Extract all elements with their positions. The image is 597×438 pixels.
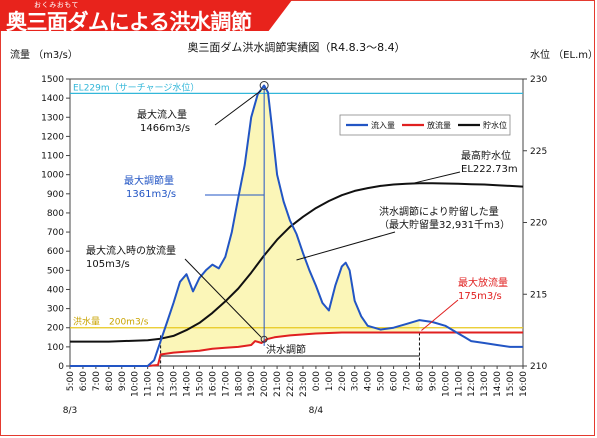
x-tick-label: 8:00: [105, 371, 115, 391]
y-left-tick-label: 100: [47, 343, 64, 353]
surcharge-label: EL229m（サーチャージ水位）: [73, 81, 199, 93]
storage-leader: [296, 231, 396, 261]
banner-ruby: おくみおもて: [34, 1, 79, 9]
x-tick-label: 10:00: [131, 371, 141, 397]
x-tick-label: 3:00: [351, 371, 361, 391]
inflow-line: [70, 84, 523, 367]
y-right-tick-label: 210: [530, 362, 547, 372]
max-regulation-value: 1361m3/s: [126, 189, 176, 200]
x-tick-label: 14:00: [182, 371, 192, 397]
y-right-tick-label: 220: [530, 219, 547, 229]
outflow-at-max-marker: [260, 335, 268, 343]
banner-title: 奥三面ダムによる洪水調節: [6, 10, 252, 34]
y-left-tick-label: 600: [47, 247, 64, 257]
x-tick-label: 12:00: [157, 371, 167, 397]
y-left-tick-label: 1500: [41, 75, 64, 85]
x-tick-label: 11:00: [454, 371, 464, 397]
storage-area: [160, 85, 420, 355]
x-tick-label: 5:00: [66, 371, 76, 391]
max-inflow-label: 最大流入量: [137, 108, 187, 121]
reservoir-level-line: [70, 182, 524, 343]
y-left-tick-label: 1000: [41, 171, 64, 181]
max-regulation-label: 最大調節量: [124, 174, 174, 187]
x-tick-label: 8:00: [415, 371, 425, 391]
storage-label: 洪水調節により貯留した量: [379, 205, 499, 218]
y-left-tick-label: 700: [47, 228, 64, 238]
x-tick-label: 7:00: [403, 371, 413, 391]
x-tick-label: 9:00: [428, 371, 438, 391]
x-tick-label: 12:00: [467, 371, 477, 397]
max-inflow-marker: [259, 81, 269, 91]
max-outflow-leader: [421, 299, 459, 331]
y-left-tick-label: 300: [47, 305, 64, 315]
legend-box: [339, 114, 511, 136]
max-level-label: 最高貯水位: [461, 149, 511, 162]
title-banner: [0, 0, 292, 31]
x-tick-label: 1:00: [325, 371, 335, 391]
max-level-leader: [412, 171, 461, 184]
y-axis-label-right: 水位 （EL.m）: [530, 48, 597, 61]
y-left-tick-label: 900: [47, 190, 64, 200]
x-tick-label: 9:00: [118, 371, 128, 391]
x-tick-label: 20:00: [260, 371, 270, 397]
date-label-day1: 8/3: [63, 406, 77, 416]
x-tick-label: 14:00: [493, 371, 503, 397]
flood-threshold-label: 洪水量 200m3/s: [73, 316, 149, 328]
max-inflow-value: 1466m3/s: [140, 123, 190, 134]
flood-control-label: 洪水調節: [266, 343, 306, 356]
y-left-tick-label: 1200: [41, 132, 64, 142]
x-tick-label: 0:00: [312, 371, 322, 391]
x-tick-label: 11:00: [144, 371, 154, 397]
y-left-tick-label: 1100: [41, 152, 64, 162]
max-inflow-leader: [214, 90, 262, 126]
chart-title: 奥三面ダム洪水調節実績図（R4.8.3～8.4）: [187, 40, 405, 54]
outflow-at-max-label: 最大流入時の放流量: [86, 244, 176, 257]
y-left-tick-label: 1300: [41, 113, 64, 123]
x-tick-label: 23:00: [299, 371, 309, 397]
date-label-day2: 8/4: [309, 406, 324, 416]
outflow-at-max-value: 105m3/s: [86, 259, 130, 270]
x-tick-label: 15:00: [506, 371, 516, 397]
x-tick-label: 19:00: [247, 371, 257, 397]
x-tick-label: 7:00: [92, 371, 102, 391]
x-tick-label: 22:00: [286, 371, 296, 397]
max-outflow-value: 175m3/s: [458, 291, 502, 302]
outflow-at-max-leader: [184, 258, 262, 338]
x-tick-label: 13:00: [170, 371, 180, 397]
x-tick-label: 6:00: [79, 371, 89, 391]
x-tick-label: 21:00: [273, 371, 283, 397]
x-tick-label: 17:00: [221, 371, 231, 397]
y-axis-label-left: 流量 （m3/s）: [10, 48, 78, 61]
y-right-tick-label: 215: [530, 290, 547, 300]
x-tick-label: 18:00: [234, 371, 244, 397]
y-left-tick-label: 0: [58, 362, 64, 372]
max-outflow-label: 最大放流量: [458, 276, 508, 289]
legend-label: 貯水位: [483, 120, 507, 130]
y-left-tick-label: 400: [47, 285, 64, 295]
x-tick-label: 6:00: [390, 371, 400, 391]
max-level-value: EL222.73m: [461, 164, 518, 175]
y-left-tick-label: 200: [47, 324, 64, 334]
y-left-tick-label: 800: [47, 209, 64, 219]
y-left-tick-label: 1400: [41, 94, 64, 104]
legend-label: 流入量: [371, 120, 395, 130]
x-tick-label: 10:00: [441, 371, 451, 397]
y-right-tick-label: 225: [530, 147, 547, 157]
x-tick-label: 2:00: [338, 371, 348, 391]
x-tick-label: 15:00: [195, 371, 205, 397]
legend-label: 放流量: [427, 120, 451, 130]
x-tick-label: 16:00: [208, 371, 218, 397]
x-tick-label: 16:00: [519, 371, 529, 397]
x-tick-label: 4:00: [364, 371, 374, 391]
storage-value: （最大貯留量32,931千m3）: [379, 218, 510, 231]
y-left-tick-label: 500: [47, 266, 64, 276]
x-tick-label: 13:00: [480, 371, 490, 397]
y-right-tick-label: 230: [530, 75, 547, 85]
x-tick-label: 5:00: [377, 371, 387, 391]
